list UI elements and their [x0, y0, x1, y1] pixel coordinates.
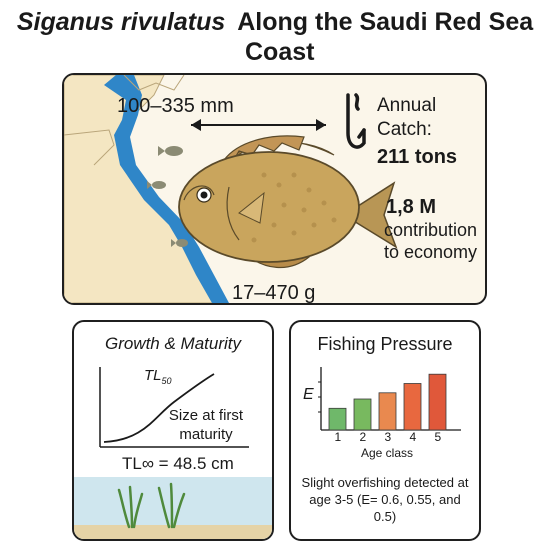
- page-title: Siganus rivulatus Along the Saudi Red Sea: [0, 8, 550, 36]
- tl50-label: TL50: [144, 367, 172, 386]
- growth-title: Growth & Maturity: [104, 334, 242, 353]
- size-first-maturity: Size at first maturity: [168, 407, 244, 443]
- pressure-bar-chart: [318, 367, 461, 431]
- x-tick-2: 2: [359, 430, 367, 444]
- bar-age-5: [428, 373, 447, 431]
- fishing-hook-icon: [346, 93, 366, 149]
- overfishing-note: Slight overfishing detected at age 3-5 (…: [301, 475, 469, 524]
- bar-age-1: [328, 407, 347, 431]
- weight-range: 17–470 g: [232, 282, 316, 304]
- x-tick-1: 1: [334, 430, 342, 444]
- bar-age-4: [403, 383, 422, 431]
- fish-icon: [178, 135, 398, 269]
- y-axis-label: E: [303, 386, 314, 403]
- x-tick-4: 4: [409, 430, 417, 444]
- fishing-pressure-panel: Fishing Pressure E 1 2 3 4 5 Age class Sligh…: [289, 320, 481, 541]
- growth-curve: [103, 373, 215, 443]
- x-tick-5: 5: [434, 430, 442, 444]
- small-fish-icon: [147, 146, 188, 247]
- x-tick-3: 3: [384, 430, 392, 444]
- growth-curve-axes: [99, 367, 249, 448]
- species-name: Siganus rivulatus: [16, 8, 226, 36]
- size-arrow-icon: [191, 119, 326, 131]
- growth-panel: Growth & Maturity TL50 Size at first mat…: [72, 320, 274, 541]
- economy-label: contribution to economy: [384, 220, 478, 262]
- seagrass-icon: [117, 482, 186, 529]
- annual-catch-label: Annual Catch:: [377, 95, 437, 140]
- tl-infinity: TL∞ = 48.5 cm: [122, 454, 234, 473]
- bar-age-3: [378, 392, 397, 431]
- x-axis-label: Age class: [361, 446, 414, 460]
- sand-area: [74, 525, 272, 539]
- pressure-title: Fishing Pressure: [317, 334, 453, 354]
- annual-catch-value: 211 tons: [377, 146, 458, 168]
- size-range: 100–335 mm: [117, 95, 234, 117]
- overview-panel: 100–335 mm Annual Catch: 211 tons 1,8 M …: [62, 73, 487, 305]
- bar-age-2: [353, 398, 372, 431]
- title-line2: Coast: [245, 38, 315, 66]
- economy-value: 1,8 M: [386, 196, 437, 218]
- title-line1: Along the Saudi Red Sea: [237, 8, 534, 36]
